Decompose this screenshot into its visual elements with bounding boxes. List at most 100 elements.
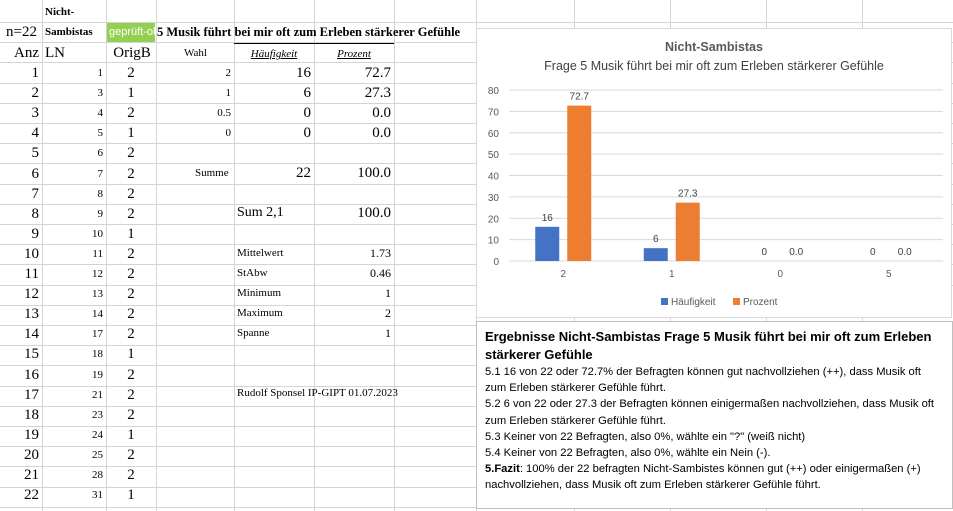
row-anz[interactable]: 9 [31,225,40,242]
row-origb[interactable]: 2 [127,467,135,483]
row-origb[interactable]: 2 [127,185,135,202]
row-origb[interactable]: 1 [127,426,135,443]
row-anz[interactable]: 8 [31,205,40,222]
row-ln[interactable]: 6 [97,147,104,160]
freq-wahl[interactable]: 0.5 [217,107,231,120]
row-anz[interactable]: 13 [24,306,39,323]
row-origb[interactable]: 2 [127,266,135,282]
stat-value[interactable]: 1 [385,326,391,341]
row-ln[interactable]: 3 [97,87,104,100]
row-ln[interactable]: 21 [92,388,103,401]
row-anz[interactable]: 17 [24,386,39,403]
freq-prozent[interactable]: 27.3 [364,85,391,102]
cell-b3[interactable]: LN [45,45,65,61]
row-origb[interactable]: 2 [127,366,135,383]
row-origb[interactable]: 1 [127,346,135,363]
row-anz[interactable]: 20 [24,446,39,463]
row-origb[interactable]: 2 [127,245,135,262]
row-ln[interactable]: 14 [92,308,103,321]
row-origb[interactable]: 2 [127,145,135,162]
cell-f3[interactable]: Prozent [314,43,394,63]
row-origb[interactable]: 2 [127,446,135,463]
cell-d2-question[interactable]: 5 Musik führt bei mir oft zum Erleben st… [157,25,461,39]
row-anz[interactable]: 19 [24,426,39,443]
row-ln[interactable]: 31 [92,489,103,502]
row-origb[interactable]: 2 [127,326,135,343]
stat-label[interactable]: Spanne [237,327,270,340]
freq-haeufigkeit[interactable]: 6 [303,85,312,102]
stat-value[interactable]: 2 [385,306,391,321]
freq-prozent[interactable]: 0.0 [372,105,391,122]
stat-value[interactable]: 0.46 [370,266,391,281]
cell-a3[interactable]: Anz [14,45,39,61]
summe-p[interactable]: 100.0 [357,165,391,181]
freq-wahl[interactable]: 2 [225,67,232,79]
row-origb[interactable]: 2 [127,386,135,403]
row-anz[interactable]: 21 [24,467,39,483]
freq-haeufigkeit[interactable]: 0 [303,105,312,122]
cell-c2-status[interactable]: geprüft-ok [107,23,155,42]
row-origb[interactable]: 1 [127,225,135,242]
row-ln[interactable]: 10 [92,227,103,240]
freq-prozent[interactable]: 0.0 [372,125,391,142]
row-ln[interactable]: 24 [92,428,103,441]
summe-label[interactable]: Summe [195,167,229,179]
cell-a2[interactable]: n=22 [6,24,37,40]
stat-value[interactable]: 1 [385,286,391,301]
row-anz[interactable]: 1 [31,65,40,81]
row-origb[interactable]: 2 [127,105,135,122]
sum21-p[interactable]: 100.0 [357,205,391,221]
row-ln[interactable]: 13 [92,288,103,301]
row-origb[interactable]: 1 [127,85,135,102]
row-anz[interactable]: 12 [24,286,39,303]
row-origb[interactable]: 2 [127,306,135,323]
row-origb[interactable]: 2 [127,165,135,182]
row-origb[interactable]: 2 [127,406,135,423]
summe-h[interactable]: 22 [296,165,311,181]
row-anz[interactable]: 10 [24,245,39,262]
cell-d3[interactable]: Wahl [184,47,207,59]
freq-prozent[interactable]: 72.7 [364,65,391,81]
cell-e3[interactable]: Häufigkeit [234,43,314,63]
credit-text[interactable]: Rudolf Sponsel IP-GIPT 01.07.2023 [237,387,398,399]
row-origb[interactable]: 2 [127,65,135,81]
row-anz[interactable]: 11 [24,266,39,282]
sum21-label[interactable]: Sum 2,1 [237,205,284,220]
stat-label[interactable]: Mittelwert [237,247,284,259]
row-ln[interactable]: 4 [97,107,104,120]
freq-haeufigkeit[interactable]: 0 [303,125,312,142]
row-anz[interactable]: 22 [24,487,39,504]
stat-label[interactable]: Maximum [237,307,283,320]
row-ln[interactable]: 11 [92,247,103,260]
cell-c3[interactable]: OrigB [113,45,151,61]
freq-wahl[interactable]: 1 [225,87,232,100]
row-anz[interactable]: 16 [24,366,39,383]
row-ln[interactable]: 18 [92,348,103,361]
row-ln[interactable]: 25 [92,448,103,461]
row-ln[interactable]: 7 [97,167,104,180]
row-anz[interactable]: 6 [31,165,40,182]
row-anz[interactable]: 4 [31,125,40,142]
row-anz[interactable]: 15 [24,346,39,363]
stat-label[interactable]: StAbw [237,267,268,280]
stat-value[interactable]: 1.73 [370,246,391,260]
cell-b2[interactable]: Sambistas [45,26,93,38]
freq-wahl[interactable]: 0 [225,127,232,140]
row-origb[interactable]: 1 [127,125,135,142]
row-anz[interactable]: 7 [31,185,40,202]
row-anz[interactable]: 5 [31,145,40,162]
row-ln[interactable]: 9 [97,207,104,220]
row-ln[interactable]: 23 [92,408,103,421]
row-ln[interactable]: 12 [92,268,103,280]
row-anz[interactable]: 3 [31,105,40,122]
row-anz[interactable]: 14 [24,326,39,343]
row-origb[interactable]: 2 [127,286,135,303]
results-textbox[interactable]: Ergebnisse Nicht-Sambistas Frage 5 Musik… [476,321,953,509]
row-anz[interactable]: 2 [31,85,40,102]
row-anz[interactable]: 18 [24,406,39,423]
freq-haeufigkeit[interactable]: 16 [296,65,311,81]
cell-b1[interactable]: Nicht- [45,6,75,18]
row-ln[interactable]: 28 [92,469,103,481]
row-ln[interactable]: 19 [92,368,103,381]
row-origb[interactable]: 1 [127,487,135,504]
